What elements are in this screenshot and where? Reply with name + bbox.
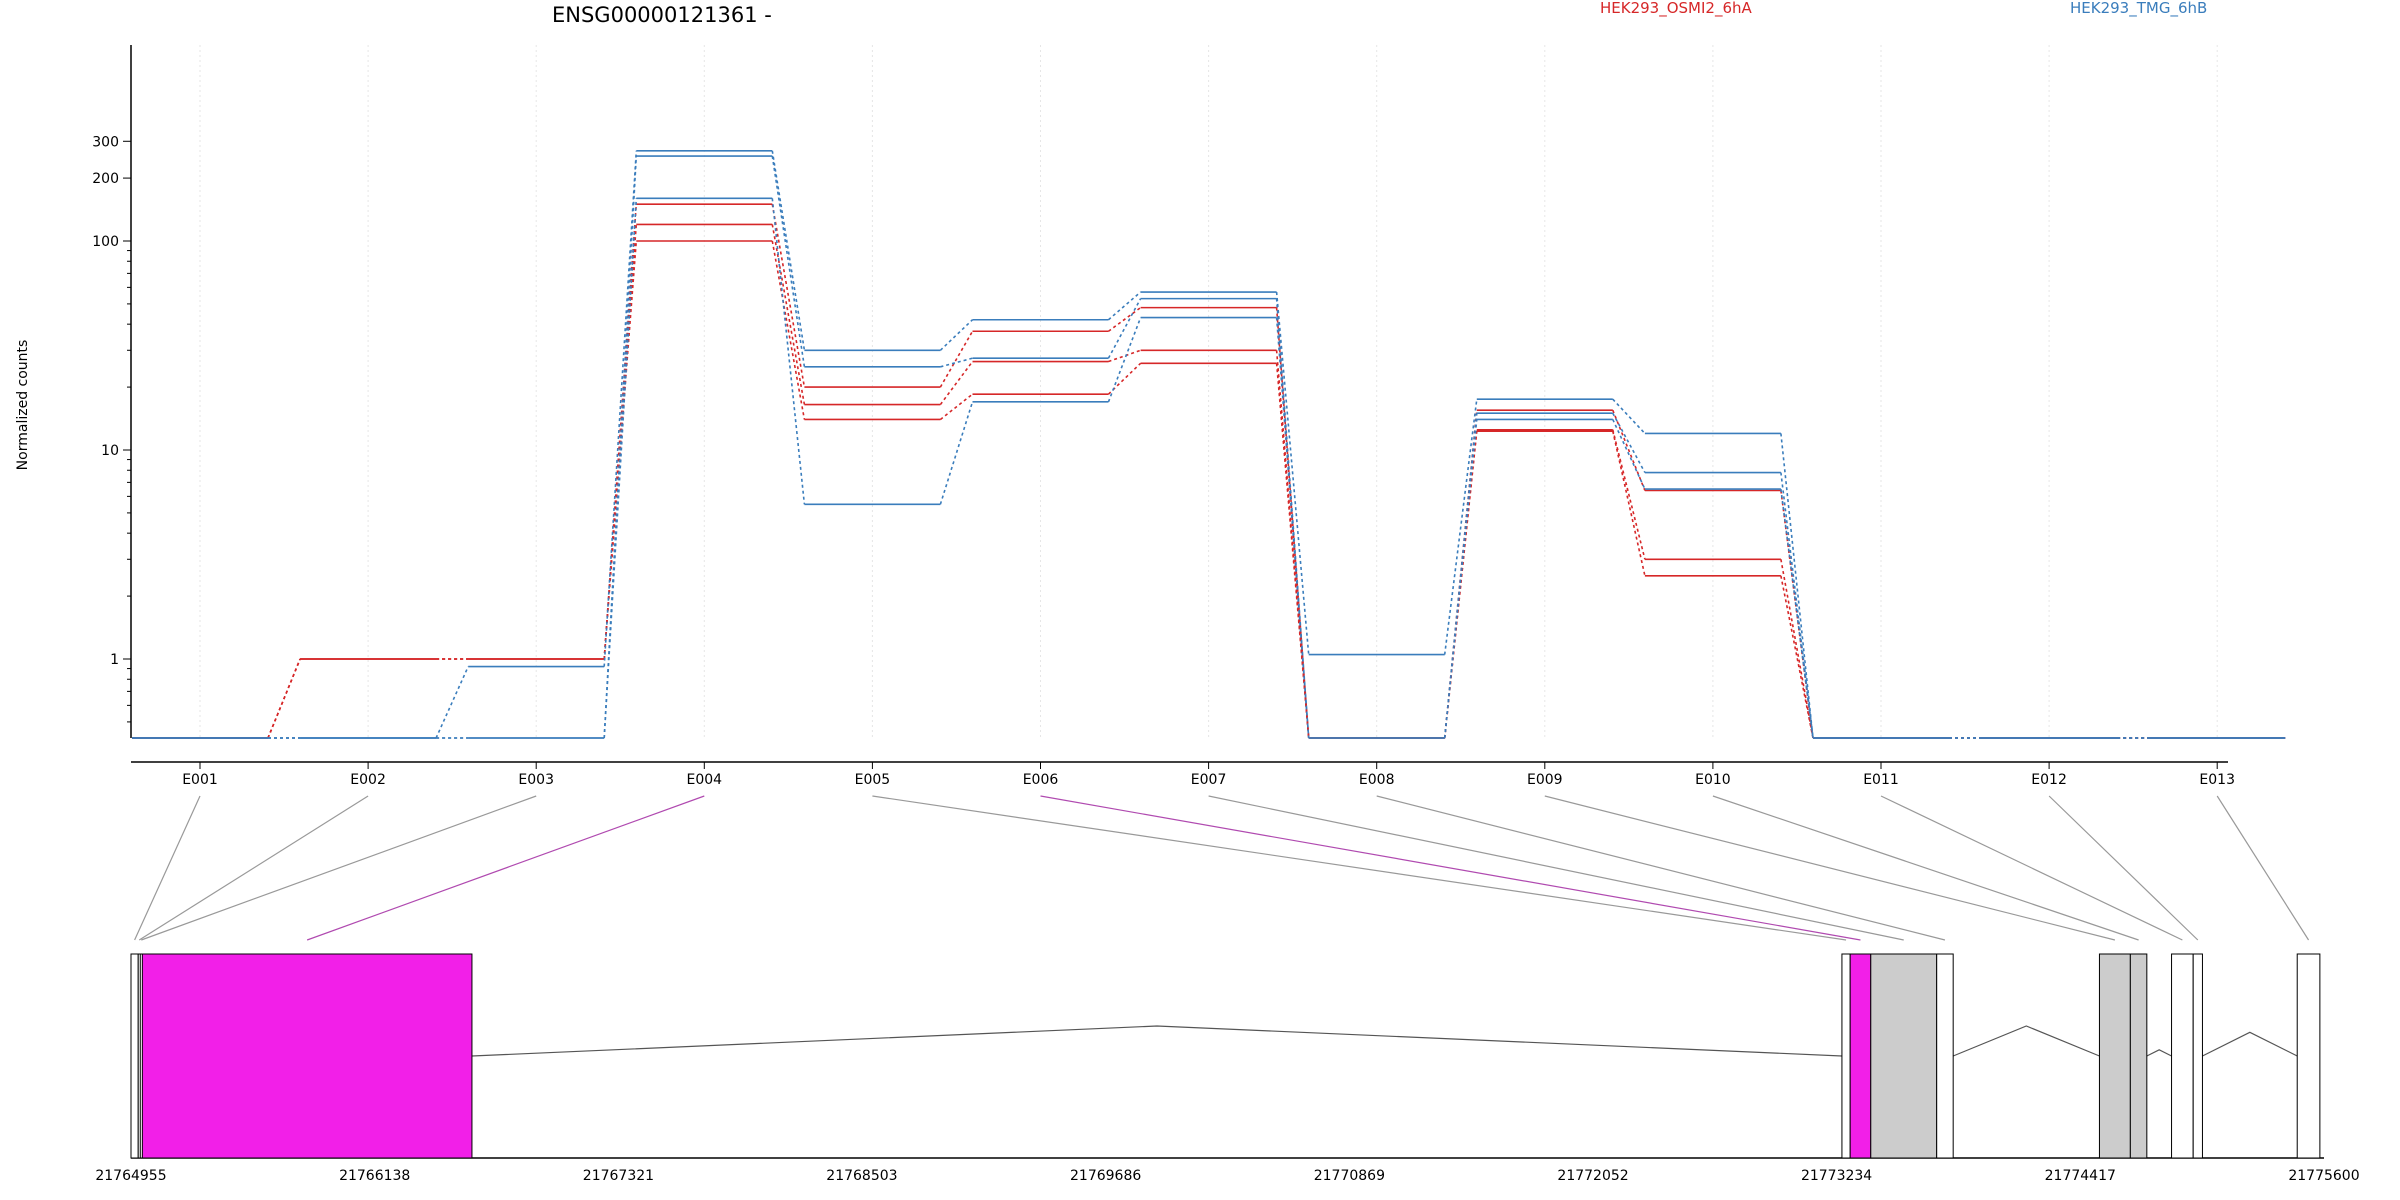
series-line — [132, 150, 2286, 739]
exon-box — [2098, 953, 2131, 1159]
genomic-coordinate-label: 21768503 — [826, 1168, 897, 1184]
series-connector — [1108, 306, 1142, 332]
chart-title: ENSG00000121361 - — [552, 3, 772, 27]
x-tick-label: E006 — [1023, 772, 1059, 788]
x-tick-label: E002 — [350, 772, 386, 788]
series-connector — [1612, 409, 1646, 491]
x-tick-label: E011 — [1863, 772, 1899, 788]
y-tick-label: 200 — [92, 171, 119, 187]
exon-box — [141, 953, 473, 1159]
series-line — [132, 197, 2286, 739]
exon-connector — [1712, 795, 2139, 941]
exon-box — [2171, 953, 2194, 1159]
x-tick-label: E005 — [855, 772, 891, 788]
series-connector — [939, 361, 974, 406]
y-axis-label: Normalized counts — [15, 340, 31, 471]
series-connector — [1443, 399, 1478, 655]
series-connector — [435, 666, 469, 739]
genomic-coordinate-label: 21769686 — [1070, 1168, 1141, 1184]
exon-connector — [2048, 795, 2199, 941]
exon-box — [2296, 953, 2321, 1159]
intron-line — [2146, 1049, 2172, 1057]
x-tick-label: E012 — [2031, 772, 2067, 788]
exon-box — [2129, 953, 2148, 1159]
series-connector — [771, 155, 806, 367]
exon-box — [2192, 953, 2203, 1159]
series-connector — [939, 319, 974, 351]
x-tick-label: E003 — [518, 772, 554, 788]
series-connector — [939, 393, 973, 421]
genomic-coordinate-label: 21764955 — [95, 1168, 166, 1184]
exon-box — [1849, 953, 1872, 1159]
series-connector — [1443, 431, 1478, 739]
series-connector — [1612, 412, 1646, 473]
series-connector — [939, 401, 974, 505]
x-tick-label: E013 — [2199, 772, 2235, 788]
x-tick-label: E009 — [1527, 772, 1563, 788]
intron-line — [471, 1025, 1842, 1057]
series-connector — [1107, 317, 1142, 403]
y-tick-label: 100 — [92, 234, 119, 250]
genomic-coordinate-label: 21773234 — [1801, 1168, 1872, 1184]
legend-entry-tmg: HEK293_TMG_6hB — [2070, 0, 2207, 18]
series-connector — [771, 150, 806, 351]
genomic-coordinate-label: 21775600 — [2288, 1168, 2359, 1184]
exon-connector — [1040, 795, 1861, 941]
series-connector — [1443, 429, 1478, 739]
series-connector — [1612, 398, 1646, 434]
series-connector — [1612, 419, 1646, 490]
series-connector — [1107, 291, 1142, 321]
exon-connector — [2216, 795, 2310, 941]
y-tick-label: 1 — [110, 652, 119, 668]
series-connector — [771, 204, 806, 388]
series-connector — [939, 330, 974, 388]
legend-entry-osmi2: HEK293_OSMI2_6hA — [1600, 0, 1753, 18]
exon-box — [1936, 953, 1954, 1159]
series-connector — [771, 198, 806, 505]
exon-connector — [306, 795, 705, 941]
series-connector — [1107, 298, 1142, 359]
exon-connector — [872, 795, 1847, 941]
exon-connector — [1880, 795, 2183, 941]
exon-box — [130, 953, 139, 1159]
exon-connector — [1376, 795, 1946, 941]
exon-connector — [1208, 795, 1904, 941]
exon-connector — [138, 795, 369, 941]
genomic-coordinate-label: 21772052 — [1557, 1168, 1628, 1184]
genomic-coordinate-label: 21767321 — [583, 1168, 654, 1184]
genomic-coordinate-label: 21774417 — [2045, 1168, 2116, 1184]
series-connector — [603, 150, 638, 667]
series-connector — [1275, 317, 1310, 739]
x-tick-label: E008 — [1359, 772, 1395, 788]
series-connector — [771, 224, 806, 405]
y-tick-label: 300 — [92, 134, 119, 150]
series-connector — [1443, 419, 1478, 739]
y-tick-label: 10 — [101, 443, 119, 459]
exon-connector — [141, 795, 537, 941]
exon-connector — [1544, 795, 2116, 941]
series-connector — [1612, 429, 1646, 560]
intron-line — [1952, 1025, 2100, 1057]
series-connector — [771, 240, 806, 420]
series-connector — [1780, 559, 1814, 739]
x-tick-label: E004 — [687, 772, 723, 788]
series-connector — [603, 240, 638, 660]
x-tick-label: E007 — [1191, 772, 1227, 788]
series-connector — [267, 658, 301, 739]
x-tick-label: E010 — [1695, 772, 1731, 788]
series-connector — [1275, 363, 1310, 739]
exon-box — [1841, 953, 1851, 1159]
series-connector — [1612, 431, 1646, 577]
x-tick-label: E001 — [182, 772, 218, 788]
genomic-coordinate-label: 21766138 — [339, 1168, 410, 1184]
exon-box — [1870, 953, 1938, 1159]
series-connector — [1275, 291, 1310, 655]
genomic-coordinate-label: 21770869 — [1314, 1168, 1385, 1184]
series-connector — [603, 198, 638, 739]
exon-connector — [134, 795, 201, 941]
intron-line — [2202, 1031, 2298, 1057]
